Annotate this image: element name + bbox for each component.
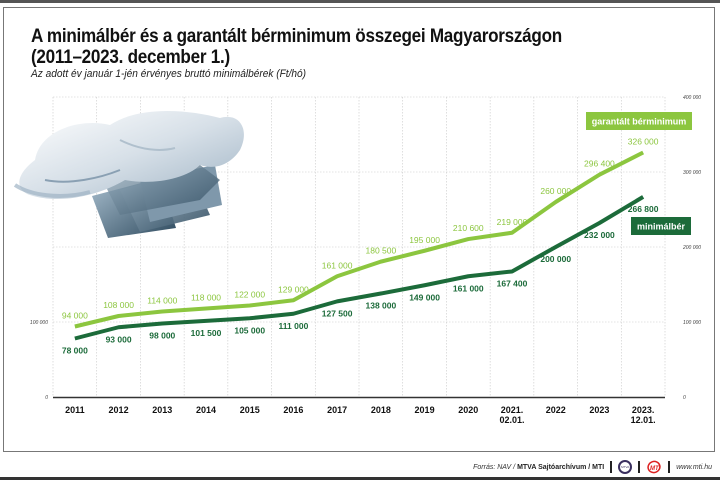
x-tick-label: 2018 — [371, 405, 391, 415]
x-tick-label-line: 2023 — [589, 405, 609, 415]
x-tick-label: 2020 — [458, 405, 478, 415]
legend-label-garantalt-berminimum: garantált bérminimum — [592, 117, 687, 127]
data-label: 111 000 — [279, 321, 309, 331]
source-prefix: Forrás: NAV / — [473, 463, 518, 471]
y-tick-label-right: 100 000 — [683, 320, 701, 326]
data-label: 296 400 — [584, 159, 615, 169]
data-label: 94 000 — [62, 311, 88, 321]
data-label: 161 000 — [453, 283, 484, 293]
top-bar — [0, 0, 720, 3]
x-tick-label-line: 2017 — [327, 405, 347, 415]
series-line-garantalt-berminimum — [74, 150, 645, 329]
data-label: 129 000 — [278, 284, 309, 294]
legend-label-minimalber: minimálbér — [637, 222, 686, 232]
x-tick-label-line: 2018 — [371, 405, 391, 415]
data-label: 149 000 — [409, 292, 440, 302]
x-tick-label: 2012 — [109, 405, 129, 415]
mti-logo-icon: MTI — [646, 460, 662, 474]
legend-box-minimalber — [631, 217, 691, 235]
legend-box-garantalt-berminimum — [586, 112, 692, 130]
data-label: 210 600 — [453, 223, 484, 233]
data-label: 195 000 — [409, 235, 440, 245]
data-labels: 94 000 108 000 114 000 118 000 122 000 129 00… — [62, 112, 692, 356]
footer-divider — [610, 461, 613, 473]
x-tick-label: 2011 — [65, 405, 85, 415]
data-label: 93 000 — [106, 334, 132, 344]
data-label: 260 000 — [540, 186, 571, 196]
data-label: 127 500 — [322, 308, 353, 318]
mti-logo-text: MTI — [650, 466, 661, 472]
data-label: 98 000 — [149, 331, 175, 341]
y-tick-label-left: 0 — [45, 395, 48, 401]
grid: 0 100 000 200 000 300 000 400 000 0 100 000 — [30, 95, 701, 401]
data-label: 138 000 — [365, 301, 396, 311]
x-tick-label: 2017 — [327, 405, 347, 415]
data-label: 326 000 — [628, 137, 659, 147]
x-tick-label: 2023. 12.01. — [631, 405, 656, 425]
series-lines — [74, 150, 645, 341]
data-label: 114 000 — [147, 296, 177, 306]
source-agency: MTVA Sajtóarchívum / MTI — [517, 463, 605, 471]
footer-divider — [668, 461, 671, 473]
x-tick-label-line: 02.01. — [499, 415, 524, 425]
x-tick-label-line: 2014 — [196, 405, 216, 415]
data-label: 118 000 — [191, 293, 221, 303]
legend: garantált bérminimum minimálbér — [586, 112, 692, 235]
footer: Forrás: NAV / MTVA Sajtóarchívum / MTI M… — [473, 460, 712, 474]
mtva-logo-icon: MTVA — [618, 460, 633, 474]
data-label: 78 000 — [62, 346, 88, 356]
data-label: 101 500 — [191, 328, 222, 338]
x-tick-label: 2015 — [240, 405, 260, 415]
x-tick-label: 2023 — [589, 405, 609, 415]
data-label: 232 000 — [584, 230, 615, 240]
data-label: 219 000 — [497, 217, 528, 227]
y-tick-label-right: 0 — [683, 395, 686, 401]
source-text: Forrás: NAV / MTVA Sajtóarchívum / MTI — [473, 464, 604, 471]
data-label: 108 000 — [103, 300, 134, 310]
x-tick-label-line: 2015 — [240, 405, 260, 415]
x-tick-label-line: 2012 — [109, 405, 129, 415]
x-tick-label: 2019 — [415, 405, 435, 415]
mtva-logo-text: MTVA — [621, 465, 630, 469]
data-label: 105 000 — [234, 325, 265, 335]
series-line-minimalber — [74, 195, 645, 341]
x-tick-label-line: 2011 — [65, 405, 85, 415]
x-tick-label: 2016 — [283, 405, 303, 415]
page-title: A minimálbér és a garantált bérminimum ö… — [31, 26, 562, 68]
y-tick-label-right: 400 000 — [683, 95, 701, 101]
x-tick-label: 2014 — [196, 405, 216, 415]
y-tick-label-right: 300 000 — [683, 170, 701, 176]
title-line-2: (2011–2023. december 1.) — [31, 47, 230, 68]
x-tick-label-line: 2016 — [283, 405, 303, 415]
x-tick-label-line: 2019 — [415, 405, 435, 415]
x-tick-label-line: 2023. — [632, 405, 655, 415]
data-label: 161 000 — [322, 260, 353, 270]
title-line-1: A minimálbér és a garantált bérminimum ö… — [31, 26, 562, 47]
x-tick-label: 2021. 02.01. — [499, 405, 524, 425]
hands-with-banknotes-icon — [13, 110, 244, 238]
data-label: 266 800 — [628, 204, 659, 214]
data-label: 200 000 — [540, 254, 571, 264]
x-tick-label-line: 12.01. — [631, 415, 656, 425]
y-tick-label-right: 200 000 — [682, 245, 701, 251]
data-label: 180 500 — [365, 246, 396, 256]
x-tick-label-line: 2021. — [501, 405, 524, 415]
x-axis: 2011 2012 2013 2014 2015 2016 2017 2018 2019 2020… — [53, 396, 665, 425]
x-tick-label: 2013 — [152, 405, 172, 415]
x-tick-label-line: 2020 — [458, 405, 478, 415]
data-label: 122 000 — [234, 290, 265, 300]
website-link[interactable]: www.mti.hu — [676, 463, 712, 471]
data-label: 167 400 — [497, 278, 528, 288]
subtitle: Az adott év január 1-jén érvényes bruttó… — [31, 68, 307, 80]
y-tick-label-left: 100 000 — [30, 320, 48, 326]
footer-divider — [638, 461, 641, 473]
x-tick-label-line: 2022 — [546, 405, 566, 415]
x-tick-label: 2022 — [546, 405, 566, 415]
x-tick-label-line: 2013 — [152, 405, 172, 415]
bottom-bar — [0, 477, 720, 480]
